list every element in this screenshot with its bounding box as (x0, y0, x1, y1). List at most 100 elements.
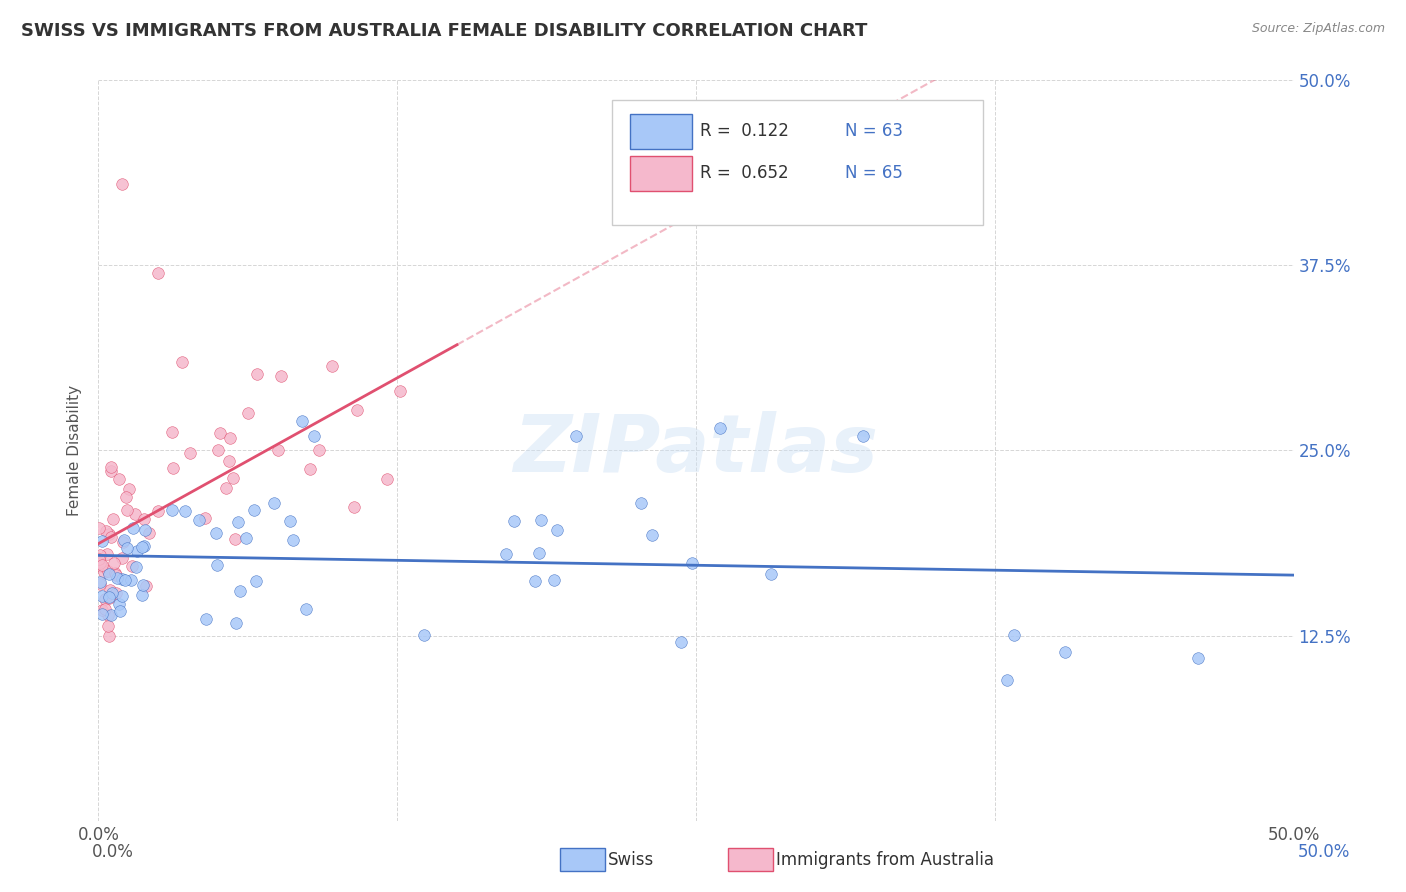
Text: N = 65: N = 65 (845, 164, 903, 182)
Point (195, 612, 218, 626)
Point (375, 471, 398, 485)
Point (120, 573, 142, 587)
Point (346, 402, 368, 417)
Text: Swiss: Swiss (607, 851, 654, 869)
Point (174, 504, 197, 518)
Point (94, 602, 117, 616)
Point (100, 459, 122, 474)
Point (218, 431, 240, 445)
Point (226, 515, 249, 529)
Point (87, 521, 110, 535)
Point (138, 525, 160, 540)
Point (100, 607, 122, 622)
Point (118, 483, 141, 497)
Point (121, 558, 143, 573)
Point (90, 607, 112, 621)
Point (389, 384, 412, 398)
Text: R =  0.652: R = 0.652 (700, 164, 789, 182)
Point (291, 414, 314, 428)
Point (132, 512, 155, 526)
Point (1054, 645, 1077, 659)
Point (125, 559, 148, 574)
Point (111, 177, 134, 191)
Point (108, 597, 131, 611)
Point (193, 511, 215, 525)
Point (114, 574, 136, 588)
Point (205, 525, 228, 540)
Point (759, 567, 782, 582)
Point (112, 533, 135, 548)
Point (96, 524, 118, 538)
Point (105, 568, 128, 582)
Point (134, 523, 156, 537)
FancyBboxPatch shape (613, 100, 983, 225)
Point (114, 490, 136, 504)
Point (172, 354, 194, 368)
Point (218, 454, 240, 468)
Point (162, 461, 184, 475)
Point (530, 513, 553, 527)
Point (270, 369, 292, 384)
Point (343, 500, 366, 514)
Point (122, 521, 145, 535)
Point (495, 547, 517, 561)
Point (97, 618, 120, 632)
Point (105, 571, 128, 585)
Point (132, 578, 155, 592)
Point (148, 266, 170, 280)
Point (214, 481, 236, 495)
Point (124, 507, 146, 521)
Point (108, 472, 131, 486)
Point (87, 551, 110, 566)
Point (111, 572, 134, 586)
Point (238, 406, 260, 420)
Text: SWISS VS IMMIGRANTS FROM AUSTRALIA FEMALE DISABILITY CORRELATION CHART: SWISS VS IMMIGRANTS FROM AUSTRALIA FEMAL… (21, 22, 868, 40)
Point (222, 471, 245, 485)
Point (235, 531, 257, 545)
Point (852, 428, 875, 442)
Point (641, 528, 664, 542)
Point (90, 558, 112, 573)
Point (103, 556, 125, 570)
Point (243, 502, 266, 516)
Point (224, 532, 246, 546)
Point (89, 576, 111, 591)
Point (90, 603, 112, 617)
Point (1002, 628, 1025, 642)
Point (98, 591, 121, 605)
Point (308, 442, 330, 457)
Point (90, 558, 112, 573)
Point (146, 504, 169, 518)
Point (246, 367, 269, 381)
Point (565, 428, 588, 442)
Y-axis label: Female Disability: Female Disability (67, 384, 83, 516)
Point (97, 590, 120, 604)
Point (132, 539, 155, 553)
Point (523, 574, 546, 588)
Point (97, 565, 120, 579)
Point (995, 673, 1018, 687)
Point (111, 589, 134, 603)
Point (89, 574, 111, 589)
Point (179, 446, 201, 460)
Point (100, 464, 122, 478)
Point (543, 573, 565, 587)
Point (131, 541, 153, 555)
Point (93, 566, 115, 580)
Point (135, 579, 157, 593)
FancyBboxPatch shape (630, 156, 692, 191)
Point (207, 558, 229, 572)
Point (98, 582, 121, 597)
Point (89, 557, 111, 571)
FancyBboxPatch shape (630, 113, 692, 149)
Point (108, 604, 131, 618)
Point (295, 601, 318, 615)
Text: ZIPatlas: ZIPatlas (513, 411, 879, 490)
Point (412, 628, 434, 642)
Point (98, 566, 121, 581)
Point (302, 428, 325, 442)
Point (100, 530, 122, 544)
Point (278, 515, 301, 529)
Point (709, 421, 731, 435)
Point (89, 548, 111, 562)
